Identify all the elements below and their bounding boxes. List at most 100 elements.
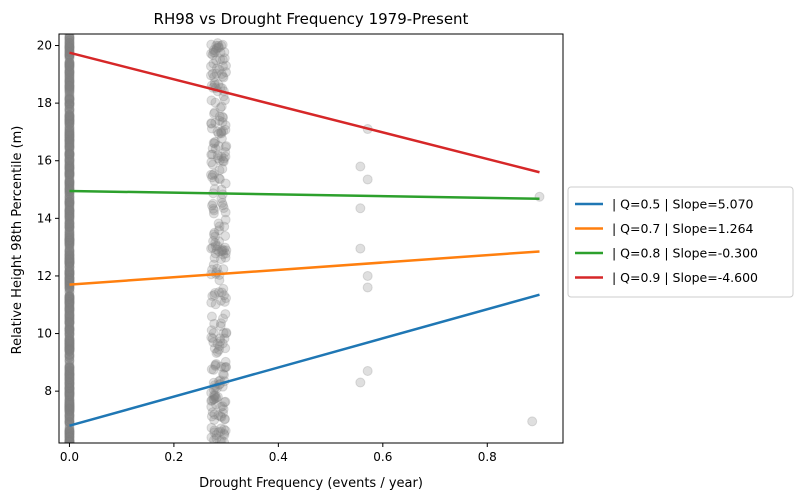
scatter-point <box>209 290 220 301</box>
scatter-point <box>64 391 75 402</box>
scatter-point <box>64 132 75 143</box>
scatter-point <box>206 297 217 308</box>
scatter-point <box>64 168 75 179</box>
scatter-point <box>64 138 75 149</box>
scatter-point <box>209 47 220 58</box>
scatter-point <box>64 99 75 110</box>
scatter-point <box>213 173 224 184</box>
scatter-point <box>64 73 75 84</box>
scatter-point <box>355 243 366 254</box>
scatter-point <box>215 102 226 113</box>
scatter-point <box>64 135 75 146</box>
scatter-point <box>219 424 230 435</box>
scatter-point <box>64 34 75 40</box>
axes: 0.0 0.2 0.4 0.6 0.8 8 10 12 14 16 18 20 <box>37 33 564 464</box>
scatter-point <box>64 380 75 391</box>
scatter-point <box>64 317 75 328</box>
scatter-point <box>64 383 75 394</box>
scatter-point <box>64 173 75 184</box>
scatter-point <box>64 67 75 78</box>
scatter-point <box>64 267 75 278</box>
scatter-point <box>218 369 229 380</box>
scatter-point <box>64 338 75 349</box>
scatter-point <box>211 43 222 54</box>
scatter-point <box>215 401 226 412</box>
scatter-point <box>64 98 75 109</box>
scatter-point <box>64 387 75 398</box>
scatter-point <box>355 377 366 388</box>
scatter-point <box>64 72 75 83</box>
scatter-point <box>64 218 75 229</box>
scatter-point <box>64 100 75 111</box>
scatter-point <box>64 384 75 395</box>
scatter-point <box>218 203 229 214</box>
scatter-point <box>212 338 223 349</box>
scatter-point <box>220 230 231 241</box>
scatter-point <box>64 238 75 249</box>
scatter-point <box>64 246 75 257</box>
scatter-point <box>64 309 75 320</box>
scatter-point <box>218 408 229 419</box>
scatter-point <box>64 231 75 242</box>
scatter-point <box>64 365 75 376</box>
scatter-point <box>64 176 75 187</box>
scatter-point <box>64 341 75 352</box>
scatter-point <box>64 177 75 188</box>
scatter-point <box>64 122 75 133</box>
scatter-point <box>64 177 75 188</box>
scatter-point <box>215 295 226 306</box>
scatter-point <box>212 126 223 137</box>
scatter-point <box>64 341 75 352</box>
scatter-point <box>64 119 75 130</box>
scatter-point <box>64 384 75 395</box>
scatter-point <box>64 170 75 181</box>
scatter-point <box>64 342 75 353</box>
scatter-point <box>64 436 75 443</box>
scatter-point <box>210 237 221 248</box>
scatter-point <box>207 407 218 418</box>
scatter-point <box>64 390 75 401</box>
scatter-point <box>64 286 75 297</box>
scatter-point <box>64 258 75 269</box>
x-tick-label: 0.6 <box>373 450 392 464</box>
scatter-point <box>64 146 75 157</box>
scatter-point <box>64 390 75 401</box>
scatter-point <box>64 435 75 443</box>
scatter-point <box>64 194 75 205</box>
scatter-point <box>64 273 75 284</box>
scatter-point <box>64 250 75 261</box>
scatter-point <box>64 93 75 104</box>
scatter-point <box>64 360 75 371</box>
scatter-point <box>64 293 75 304</box>
scatter-point <box>217 39 228 50</box>
scatter-point <box>362 282 373 293</box>
scatter-point <box>64 57 75 68</box>
scatter-point <box>64 249 75 260</box>
scatter-point <box>64 369 75 380</box>
scatter-point <box>64 245 75 256</box>
series-line-2 <box>69 189 540 201</box>
scatter-point <box>64 142 75 153</box>
scatter-point <box>210 248 221 259</box>
scatter-point <box>64 290 75 301</box>
scatter-point <box>220 362 231 373</box>
legend[interactable]: | Q=0.5 | Slope=5.070 | Q=0.7 | Slope=1.… <box>567 186 794 298</box>
scatter-point <box>64 59 75 70</box>
scatter-point <box>64 393 75 404</box>
scatter-point <box>64 57 75 68</box>
scatter-point <box>206 118 217 129</box>
scatter-point <box>64 212 75 223</box>
scatter-point <box>209 138 220 149</box>
scatter-point <box>219 430 230 441</box>
y-tick-label: 18 <box>37 96 52 110</box>
scatter-point <box>64 327 75 338</box>
scatter-point <box>220 207 231 218</box>
scatter-point <box>64 339 75 350</box>
scatter-point <box>64 365 75 376</box>
scatter-point <box>64 169 75 180</box>
scatter-point <box>207 291 218 302</box>
scatter-point <box>64 308 75 319</box>
scatter-point <box>64 240 75 251</box>
scatter-point <box>64 266 75 277</box>
scatter-point <box>64 336 75 347</box>
